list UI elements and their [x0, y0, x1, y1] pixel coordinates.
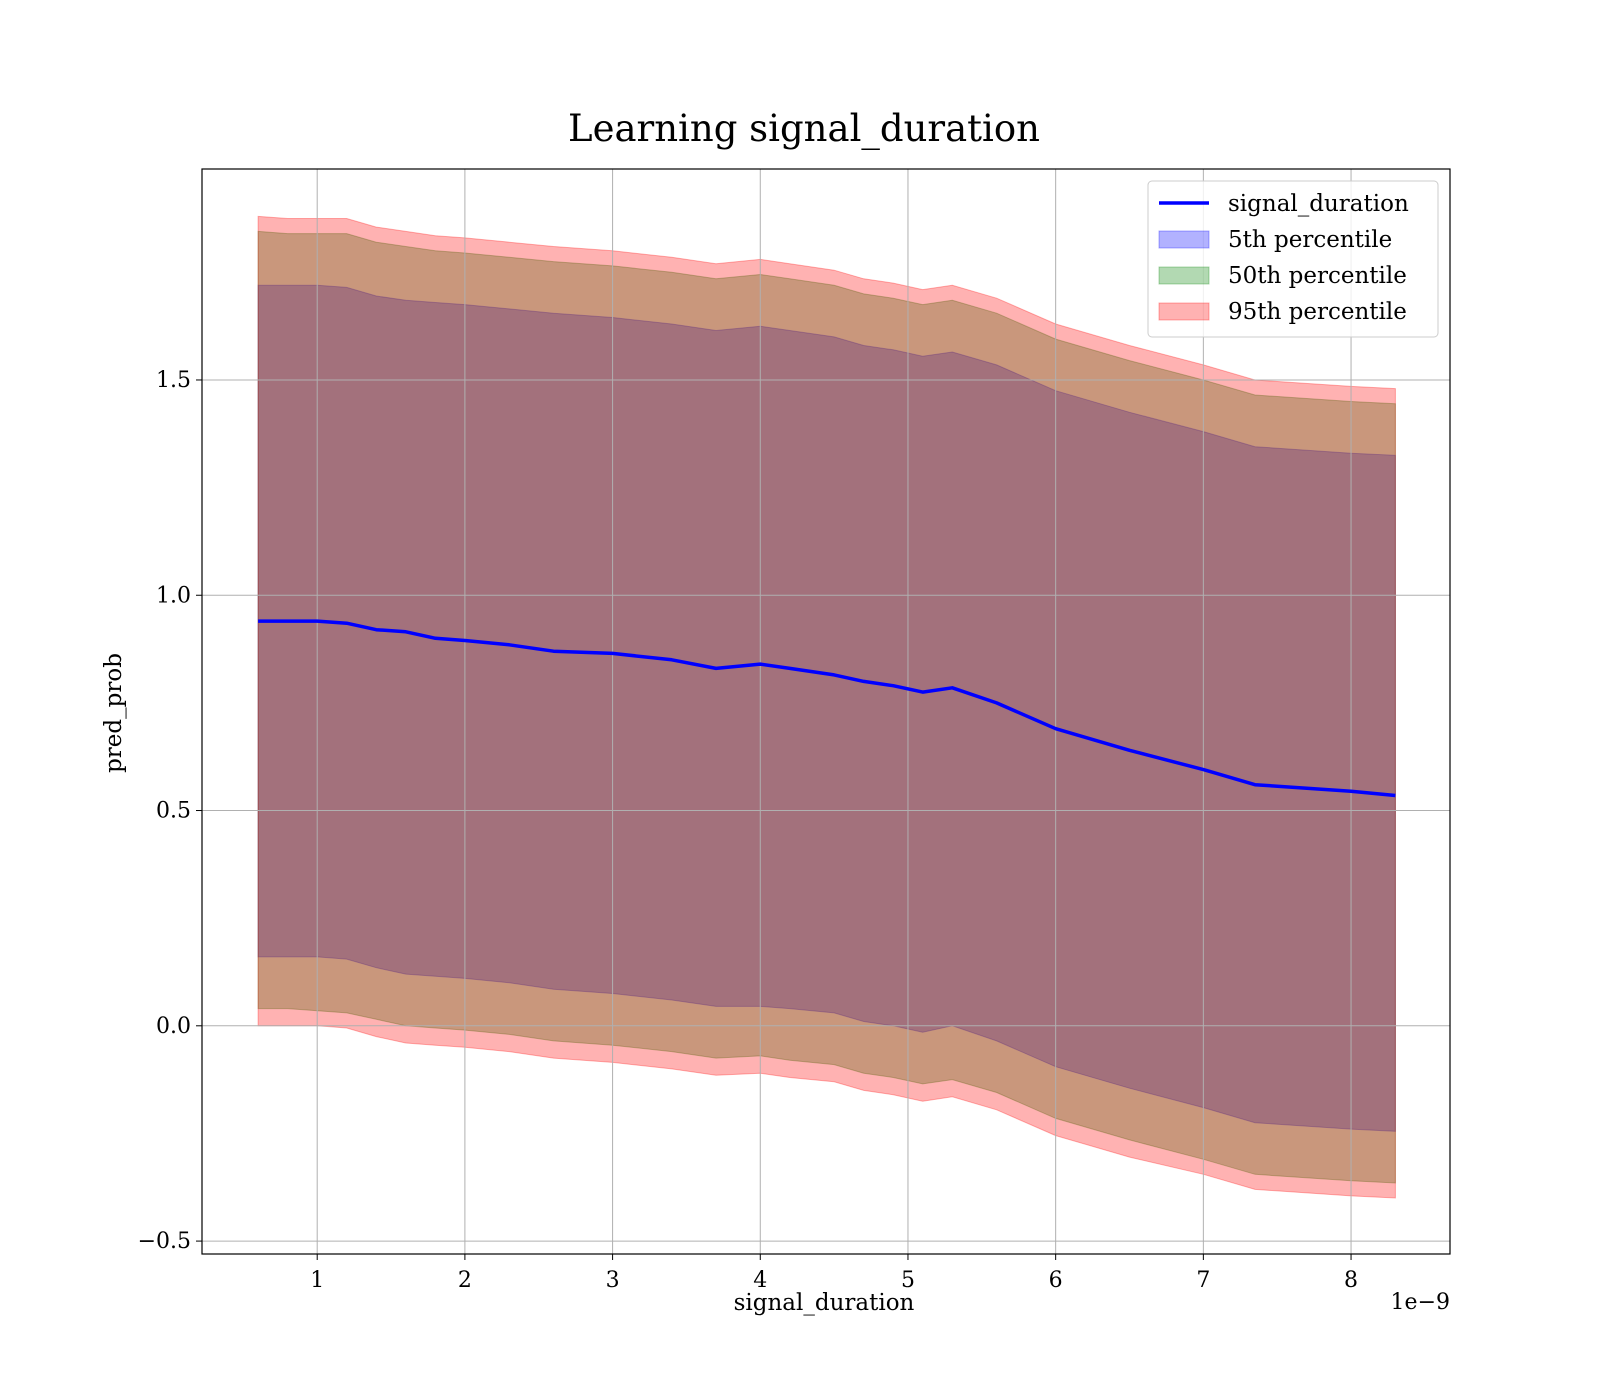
x-tick-label: 2: [458, 1268, 472, 1293]
legend-label-95th-percentile: 95th percentile: [1228, 299, 1407, 325]
plot-area: [201, 168, 1451, 1255]
legend-swatch-5th-percentile: [1158, 230, 1210, 249]
legend-label-signal-duration: signal_duration: [1228, 191, 1409, 217]
y-tick-label: 1.0: [156, 583, 191, 608]
x-tick-label: 8: [1344, 1268, 1358, 1293]
series-lines: [258, 619, 1396, 798]
legend-label-50th-percentile: 50th percentile: [1228, 263, 1407, 289]
legend: signal_duration 5th percentile 50th percen…: [1147, 180, 1439, 338]
y-tick-label: 0.0: [156, 1014, 191, 1039]
x-tick-label: 4: [753, 1268, 767, 1293]
x-axis-offset-label: 1e−9: [1391, 1290, 1450, 1315]
x-tick-label: 5: [901, 1268, 915, 1293]
legend-label-5th-percentile: 5th percentile: [1228, 227, 1392, 253]
x-tick-label: 6: [1049, 1268, 1063, 1293]
grid-lines: [202, 169, 1450, 1254]
y-tick-label: −0.5: [138, 1229, 191, 1254]
x-tick-label: 7: [1196, 1268, 1210, 1293]
band-95th-percentile: [257, 215, 1396, 1199]
band-50th-percentile: [257, 230, 1396, 1184]
legend-swatch-95th-percentile: [1158, 302, 1210, 321]
x-tick-label: 1: [310, 1268, 324, 1293]
y-axis-ticks: −0.5 0.0 0.5 1.0 1.5: [138, 368, 202, 1254]
y-tick-label: 1.5: [156, 368, 191, 393]
x-axis-label: signal_duration: [734, 1290, 915, 1316]
percentile-bands: [257, 215, 1396, 1199]
plot-frame: [201, 168, 1451, 1255]
legend-box: [1147, 180, 1439, 338]
chart-title: Learning signal_duration: [568, 107, 1040, 151]
series-line-signal-duration: [258, 619, 1396, 798]
x-axis-ticks: 1 2 3 4 5 6 7 8: [310, 1254, 1358, 1293]
x-tick-label: 3: [606, 1268, 620, 1293]
y-axis-label: pred_prob: [101, 653, 127, 773]
y-tick-label: 0.5: [156, 799, 191, 824]
band-5th-percentile: [257, 284, 1396, 1132]
legend-swatch-50th-percentile: [1158, 266, 1210, 285]
